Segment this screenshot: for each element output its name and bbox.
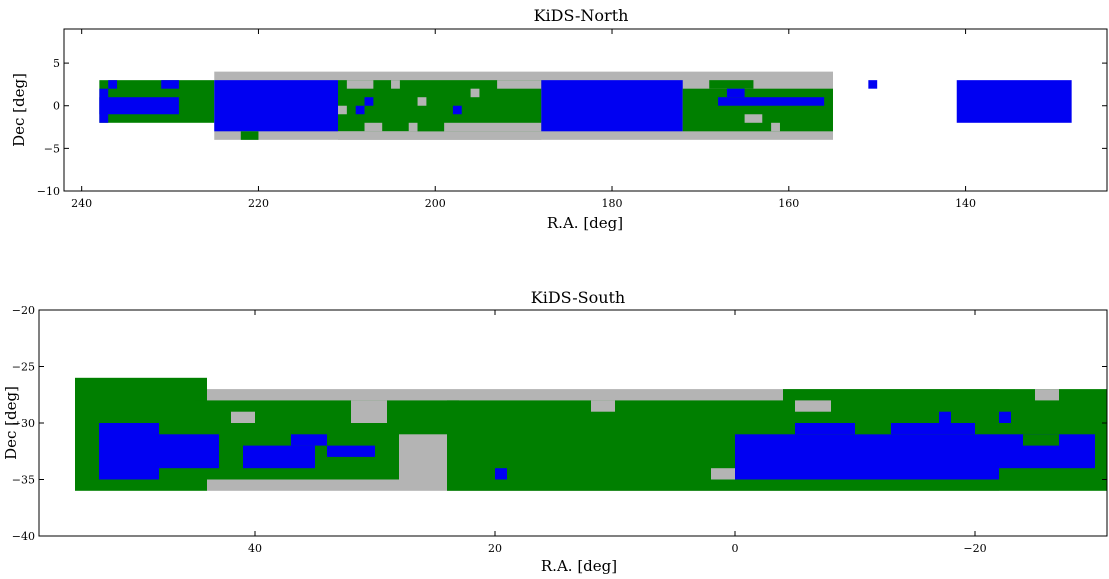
footprint-tile-blue (99, 88, 109, 123)
chart-title-north: KiDS-North (534, 6, 629, 25)
x-ticks-south: 40 20 0 −20 (248, 310, 987, 555)
x-tick-label: 200 (425, 197, 446, 210)
footprint-tile-green (1023, 434, 1059, 446)
x-axis-label-north: R.A. [deg] (547, 214, 623, 232)
footprint-tile-gray (591, 400, 615, 412)
kids-north-tiles (99, 71, 1072, 140)
kids-south-tiles (75, 377, 1107, 491)
x-tick-label: 240 (71, 197, 92, 210)
y-tick-label: −10 (37, 185, 60, 198)
y-tick-label: −40 (12, 530, 35, 543)
y-tick-label: 0 (53, 100, 60, 113)
footprint-tile-blue (161, 80, 179, 89)
footprint-tile-gray (417, 97, 427, 106)
footprint-tile-blue (327, 445, 375, 457)
footprint-tile-gray (391, 80, 400, 89)
footprint-tile-gray (744, 114, 763, 123)
footprint-tile-green (240, 131, 259, 140)
footprint-tile-blue (214, 80, 339, 132)
x-axis-label-south: R.A. [deg] (541, 557, 617, 575)
footprint-tile-blue (868, 80, 878, 89)
y-tick-label: 5 (53, 57, 60, 70)
footprint-tile-gray (470, 88, 480, 98)
footprint-tile-gray (399, 434, 447, 480)
footprint-tile-gray (338, 131, 542, 140)
footprint-tile-blue (939, 411, 951, 423)
footprint-tile-gray (351, 400, 387, 423)
x-tick-label: 140 (955, 197, 976, 210)
footprint-tile-gray (346, 80, 374, 89)
y-tick-label: −25 (12, 361, 35, 374)
footprint-tile-gray (231, 411, 255, 423)
kids-north-panel: KiDS-North 240 220 200 180 160 140 5 0 −5 −10 R.… (10, 6, 1108, 232)
footprint-tile-gray (408, 122, 418, 132)
footprint-tile-blue (99, 97, 179, 115)
footprint-tile-blue (718, 97, 825, 106)
footprint-tile-blue (726, 88, 745, 98)
footprint-tile-blue (795, 423, 879, 435)
x-tick-label: 20 (488, 542, 502, 555)
x-tick-label: 0 (732, 542, 739, 555)
footprint-tile-gray (771, 122, 780, 132)
footprint-tile-blue (243, 445, 315, 469)
y-tick-label: −5 (44, 142, 60, 155)
footprint-tile-green (682, 88, 833, 132)
footprint-tile-gray (711, 468, 735, 480)
footprint-tile-blue (495, 468, 507, 480)
y-tick-label: −30 (12, 417, 35, 430)
footprint-tile-blue (159, 434, 219, 469)
chart-title-south: KiDS-South (531, 288, 625, 307)
x-tick-label: 160 (778, 197, 799, 210)
y-axis-label-south: Dec [deg] (2, 386, 20, 460)
footprint-tile-blue (364, 97, 374, 106)
footprint-tile-green (855, 423, 891, 435)
y-ticks-south: −20 −25 −30 −35 −40 (12, 304, 1107, 543)
plot-frame-north (63, 28, 1108, 192)
footprint-tile-blue (452, 105, 462, 115)
footprint-tile-green (709, 80, 754, 89)
footprint-tile-blue (956, 80, 1072, 123)
x-tick-label: −20 (963, 542, 986, 555)
footprint-tile-blue (999, 411, 1011, 423)
x-tick-label: 40 (248, 542, 262, 555)
footprint-tile-blue (541, 80, 683, 132)
footprint-tile-blue (291, 434, 327, 446)
footprint-tile-blue (355, 105, 365, 115)
footprint-tile-gray (1035, 389, 1059, 401)
y-tick-label: −20 (12, 304, 35, 317)
y-tick-label: −35 (12, 474, 35, 487)
footprint-tile-blue (99, 423, 159, 480)
x-ticks-north: 240 220 200 180 160 140 (71, 29, 976, 210)
footprint-tile-blue (735, 434, 999, 480)
kids-south-panel: KiDS-South 40 20 0 −20 −20 −25 −30 −35 −40 R.A.… (2, 288, 1108, 575)
footprint-tile-gray (364, 122, 383, 132)
x-tick-label: 220 (248, 197, 269, 210)
footprint-tile-gray (497, 80, 542, 89)
x-tick-label: 180 (602, 197, 623, 210)
footprint-tile-gray (338, 105, 347, 115)
footprint-tile-green (417, 122, 445, 132)
footprint-tile-blue (108, 80, 118, 89)
y-ticks-north: 5 0 −5 −10 (37, 57, 1107, 198)
footprint-tile-blue (879, 423, 975, 435)
footprint-tile-gray (795, 400, 831, 412)
y-axis-label-north: Dec [deg] (10, 73, 28, 147)
footprint-tile-gray (444, 122, 542, 132)
